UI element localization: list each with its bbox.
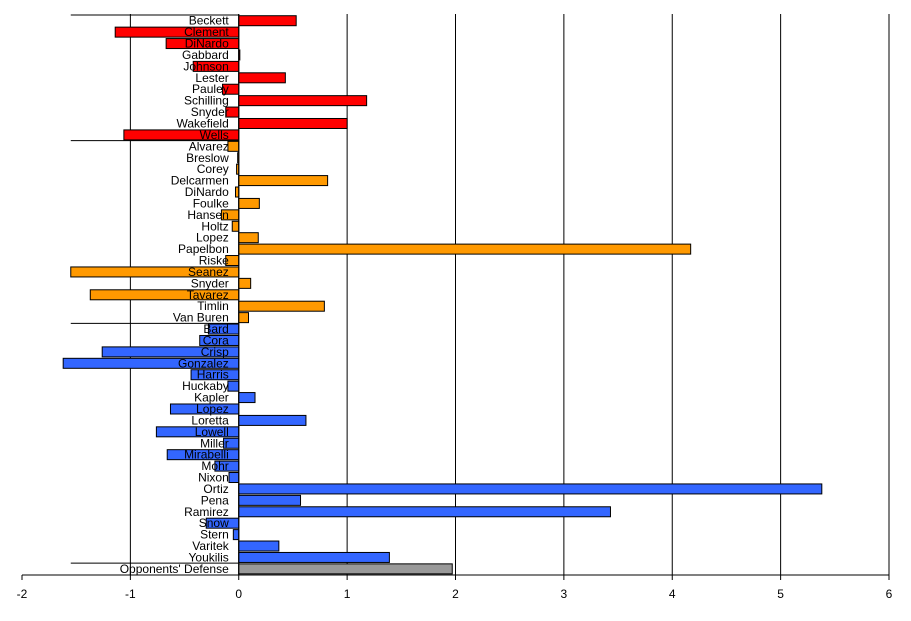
category-label-0-4: Johnson (183, 59, 228, 73)
x-tick-label-4: 2 (452, 587, 459, 601)
bar-1-5 (238, 197, 260, 209)
category-label-2-11: Mirabelli (184, 448, 229, 462)
category-label-2-10: Miller (200, 436, 229, 450)
category-label-2-8: Loretta (191, 413, 229, 427)
category-label-2-5: Huckaby (182, 379, 229, 393)
category-label-0-5: Lester (195, 71, 228, 85)
bar-2-16 (238, 506, 611, 518)
category-label-1-13: Tavarez (187, 288, 229, 302)
category-label-1-4: DiNardo (185, 185, 229, 199)
bar-1-14 (238, 300, 325, 312)
category-label-2-13: Nixon (198, 471, 229, 485)
x-tick-label-0: -2 (17, 587, 28, 601)
x-tick-label-5: 3 (561, 587, 568, 601)
category-label-2-9: Lowell (195, 425, 229, 439)
category-label-2-0: Bard (203, 322, 228, 336)
bar-3-0 (238, 563, 453, 575)
category-label-2-2: Crisp (201, 345, 229, 359)
bar-1-8 (238, 232, 259, 244)
x-tick-label-1: -1 (125, 587, 136, 601)
category-label-2-18: Stern (200, 528, 229, 542)
bar-0-5 (238, 72, 286, 84)
category-label-1-5: Foulke (193, 196, 229, 210)
category-label-1-2: Corey (197, 162, 229, 176)
bar-2-5 (227, 380, 240, 392)
bar-1-7 (231, 220, 240, 232)
category-label-2-6: Kapler (194, 391, 229, 405)
group-separators (70, 14, 239, 564)
category-label-1-12: Snyder (191, 276, 229, 290)
category-label-1-10: Riske (199, 254, 229, 268)
bar-1-9 (238, 243, 692, 255)
x-tick-label-2: 0 (235, 587, 242, 601)
bars (62, 15, 823, 575)
category-label-0-3: Gabbard (182, 48, 229, 62)
category-label-1-14: Timlin (197, 299, 229, 313)
bar-2-13 (228, 472, 240, 484)
category-label-2-7: Lopez (196, 402, 229, 416)
category-label-1-8: Lopez (196, 231, 229, 245)
category-label-1-3: Delcarmen (171, 174, 229, 188)
category-label-2-17: Snow (199, 516, 229, 530)
category-label-0-0: Beckett (189, 14, 230, 28)
category-label-0-8: Snyder (191, 105, 229, 119)
category-label-0-7: Schilling (184, 94, 229, 108)
bar-2-20 (238, 551, 390, 563)
x-tick-label-3: 1 (344, 587, 351, 601)
category-label-3-0: Opponents' Defense (120, 562, 229, 576)
bar-0-7 (238, 95, 368, 107)
category-label-1-9: Papelbon (178, 242, 229, 256)
bar-1-0 (227, 140, 240, 152)
bar-0-9 (238, 117, 348, 129)
bar-2-6 (238, 392, 256, 404)
bar-0-0 (238, 15, 297, 27)
bar-2-14 (238, 483, 823, 495)
category-label-1-1: Breslow (186, 151, 229, 165)
category-label-0-1: Clement (184, 25, 229, 39)
bar-2-18 (232, 529, 240, 541)
x-tick-label-8: 6 (886, 587, 893, 601)
category-label-2-1: Cora (203, 333, 229, 347)
bar-2-19 (238, 540, 280, 552)
category-label-0-6: Pauley (192, 82, 229, 96)
category-label-0-10: Wells (200, 128, 229, 142)
category-label-2-16: Ramirez (184, 505, 229, 519)
category-label-2-14: Ortiz (203, 482, 228, 496)
category-label-1-11: Seanez (188, 265, 229, 279)
x-tick-label-7: 5 (777, 587, 784, 601)
x-tick-label-6: 4 (669, 587, 676, 601)
category-label-1-15: Van Buren (173, 311, 229, 325)
bar-2-15 (238, 494, 302, 506)
category-label-1-0: Alvarez (189, 139, 229, 153)
category-labels: BeckettClementDiNardoGabbardJohnsonLeste… (120, 14, 230, 576)
category-label-0-9: Wakefield (177, 116, 229, 130)
category-label-1-6: Hansen (187, 208, 228, 222)
category-label-2-4: Harris (197, 368, 229, 382)
bar-2-8 (238, 414, 307, 426)
category-label-2-15: Pena (201, 493, 229, 507)
category-label-0-2: DiNardo (185, 37, 229, 51)
bar-1-3 (238, 175, 329, 187)
bar-1-12 (238, 277, 252, 289)
bar-1-15 (238, 312, 250, 324)
category-label-2-3: Gonzalez (178, 356, 229, 370)
category-label-2-19: Varitek (192, 539, 229, 553)
x-axis (21, 14, 890, 580)
category-label-2-20: Youkilis (189, 550, 229, 564)
x-tick-labels: -2 -1 0 1 2 3 4 5 6 (17, 587, 893, 601)
category-label-1-7: Holtz (201, 219, 228, 233)
category-label-2-12: Mohr (201, 459, 228, 473)
